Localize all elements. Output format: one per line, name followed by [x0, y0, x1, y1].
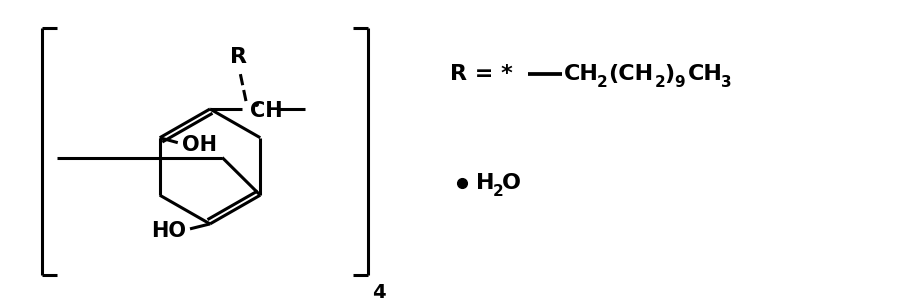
Text: 3: 3	[721, 75, 732, 90]
Text: 2: 2	[493, 184, 504, 199]
Text: CH: CH	[250, 101, 282, 121]
Text: (CH: (CH	[608, 64, 653, 84]
Text: R = *: R = *	[450, 64, 513, 84]
Text: CH: CH	[688, 64, 723, 84]
Text: H: H	[476, 173, 495, 193]
Text: R: R	[230, 48, 246, 68]
Text: 4: 4	[372, 283, 386, 302]
Text: OH: OH	[182, 135, 217, 155]
Text: CH: CH	[564, 64, 599, 84]
Text: HO: HO	[151, 221, 186, 241]
Text: O: O	[502, 173, 521, 193]
Text: 2: 2	[597, 75, 607, 90]
Text: 9: 9	[674, 75, 685, 90]
Text: ): )	[664, 64, 674, 84]
Text: 2: 2	[655, 75, 666, 90]
